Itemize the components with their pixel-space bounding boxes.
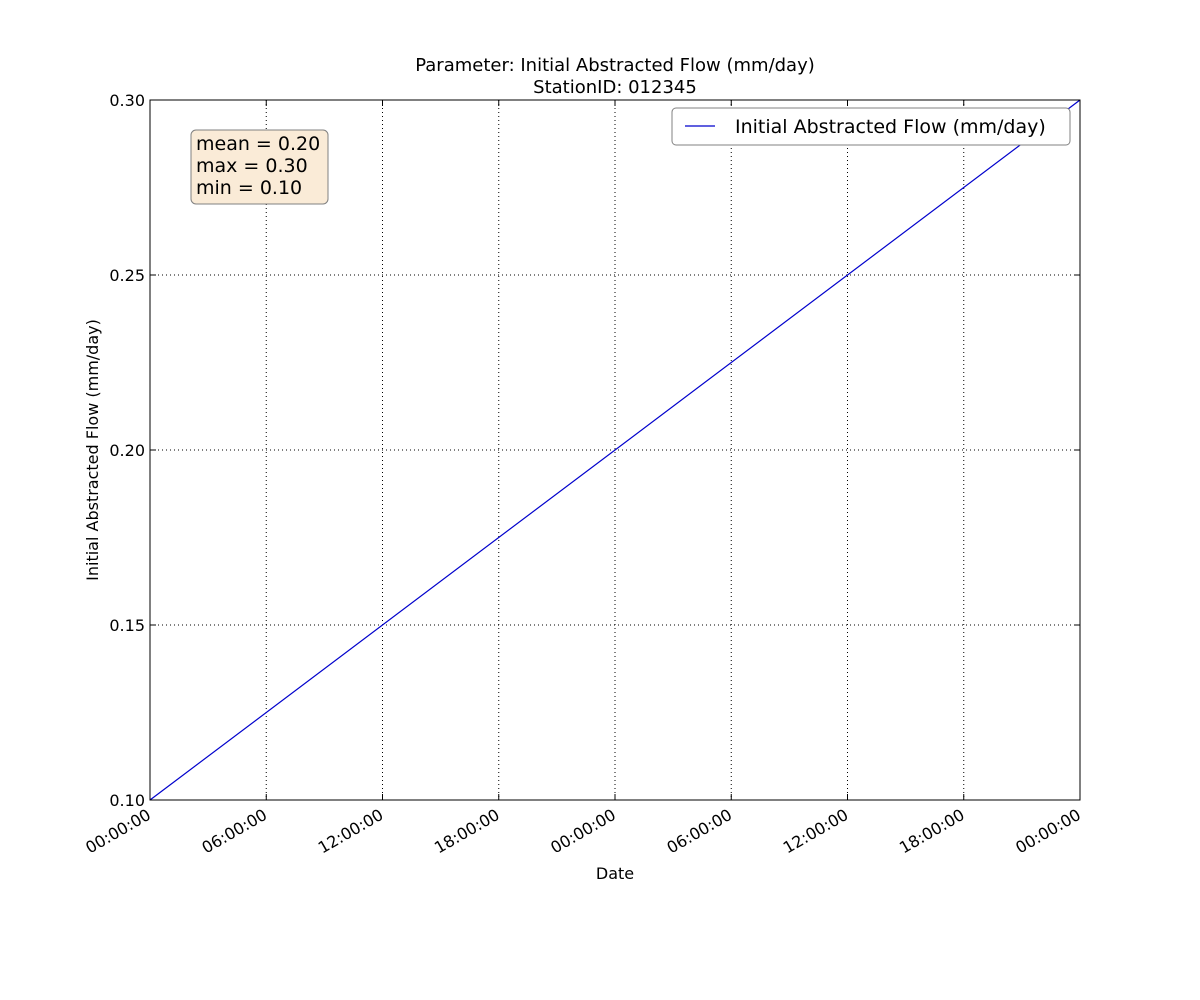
y-tick-label: 0.20 [109,441,145,460]
stats-mean: mean = 0.20 [196,133,320,155]
stats-box-background [190,129,329,205]
y-tick-label: 0.10 [109,791,145,810]
y-axis-label: Initial Abstracted Flow (mm/day) [83,319,102,581]
legend-box [671,107,1071,146]
stats-min: min = 0.10 [196,177,302,199]
y-tick-label: 0.30 [109,91,145,110]
stats-max: max = 0.30 [196,155,308,177]
legend-label: Initial Abstracted Flow (mm/day) [735,116,1046,138]
stats-box: mean = 0.20 max = 0.30 min = 0.10 [190,129,329,205]
y-tick-label: 0.25 [109,266,145,285]
chart-subtitle: StationID: 012345 [533,77,697,98]
legend: Initial Abstracted Flow (mm/day) [671,107,1071,146]
series-lines [149,99,1081,801]
y-tick-labels: 0.10 0.15 0.20 0.25 0.30 [109,91,145,810]
x-axis-label: Date [596,864,634,883]
tick-marks [149,99,1081,801]
y-tick-label: 0.15 [109,616,145,635]
series-line [149,99,1081,801]
chart-title: Parameter: Initial Abstracted Flow (mm/d… [415,55,815,76]
